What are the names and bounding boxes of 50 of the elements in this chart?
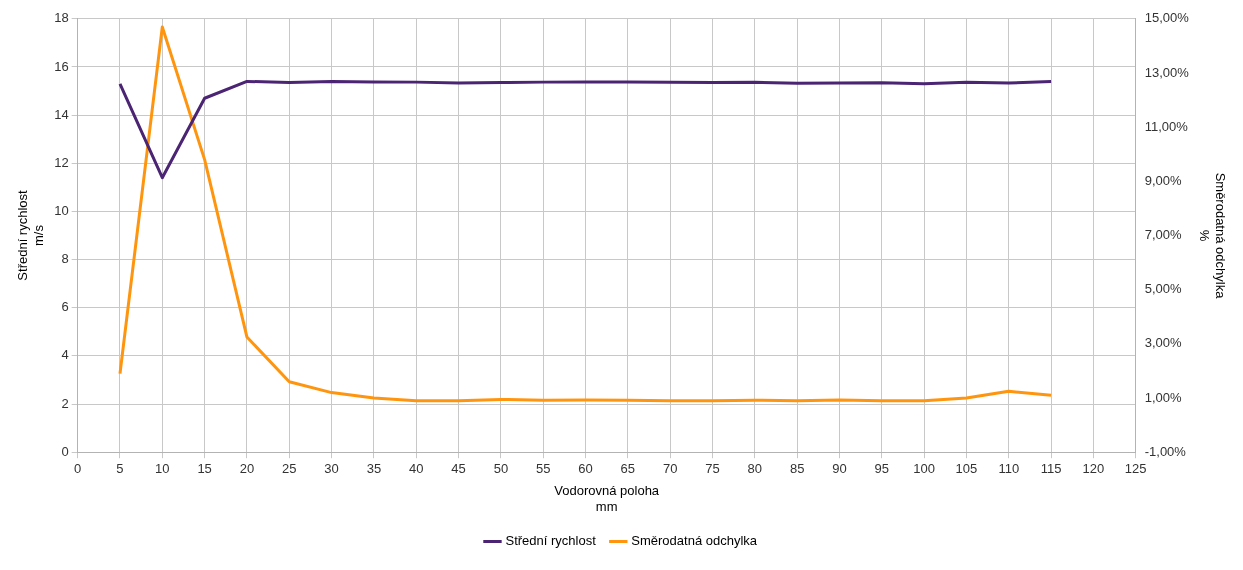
- x-tick-label: 70: [662, 460, 678, 476]
- y2-tick-label: -1,00%: [1144, 443, 1187, 459]
- y-tick-label: 8: [61, 251, 69, 267]
- x-tick-label: 60: [578, 460, 593, 476]
- y-tick-label: 16: [54, 58, 69, 74]
- x-tick-label: 85: [789, 460, 805, 476]
- legend-label: Střední rychlost: [505, 533, 597, 549]
- x-tick-label: 10: [155, 460, 170, 476]
- x-tick-label: 0: [74, 460, 82, 476]
- x-tick-label: 75: [705, 460, 720, 476]
- y2-tick-label: 11,00%: [1144, 118, 1189, 134]
- x-tick-label: 50: [493, 460, 509, 476]
- y-tick-label: 4: [61, 347, 69, 363]
- x-tick-label: 95: [874, 460, 890, 476]
- y-tick-label: 0: [61, 443, 69, 459]
- x-tick-label: 30: [324, 460, 339, 476]
- y2-tick-label: 15,00%: [1144, 10, 1190, 26]
- x-tick-label: 90: [832, 460, 847, 476]
- x-tick-label: 110: [998, 460, 1020, 476]
- x-tick-label: 25: [282, 460, 297, 476]
- x-tick-label: 120: [1082, 460, 1105, 476]
- y2-tick-label: 1,00%: [1144, 389, 1183, 405]
- x-tick-label: 45: [451, 460, 466, 476]
- y-tick-label: 10: [54, 203, 69, 218]
- y-tick-label: 6: [61, 299, 69, 315]
- y2-tick-label: 9,00%: [1144, 172, 1183, 188]
- y2-tick-label: 3,00%: [1144, 335, 1183, 351]
- x-tick-label: 100: [913, 460, 935, 476]
- y-tick-label: 2: [61, 395, 69, 411]
- y2-axis-title: Směrodatná odchylka %: [1197, 172, 1228, 300]
- x-tick-label: 20: [239, 460, 255, 476]
- x-tick-label: 15: [197, 460, 212, 476]
- y2-tick-label: 13,00%: [1144, 64, 1190, 80]
- x-tick-label: 5: [116, 460, 124, 476]
- y-axis-title: Střední rychlost m/s: [15, 189, 46, 281]
- y2-tick-label: 5,00%: [1144, 281, 1183, 297]
- x-tick-label: 125: [1124, 460, 1147, 476]
- x-tick-label: 65: [620, 460, 636, 476]
- x-tick-label: 105: [955, 460, 978, 476]
- x-tick-label: 40: [409, 460, 424, 476]
- legend-label: Směrodatná odchylka: [631, 533, 758, 549]
- x-tick-label: 115: [1040, 460, 1062, 476]
- y-tick-label: 14: [54, 106, 69, 122]
- x-axis-title: Vodorovná poloha mm: [554, 483, 660, 514]
- y2-tick-label: 7,00%: [1144, 227, 1183, 243]
- y-tick-label: 18: [54, 10, 69, 26]
- y-tick-label: 12: [54, 154, 69, 170]
- x-tick-label: 35: [366, 460, 382, 476]
- x-tick-label: 80: [747, 460, 763, 476]
- x-tick-label: 55: [535, 460, 551, 476]
